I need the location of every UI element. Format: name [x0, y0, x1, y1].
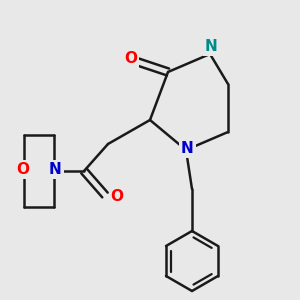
Text: O: O	[124, 51, 137, 66]
Text: N: N	[205, 39, 218, 54]
Text: O: O	[110, 189, 124, 204]
Text: O: O	[16, 162, 29, 177]
Text: N: N	[181, 141, 194, 156]
Text: H: H	[207, 37, 216, 47]
Text: N: N	[49, 162, 62, 177]
